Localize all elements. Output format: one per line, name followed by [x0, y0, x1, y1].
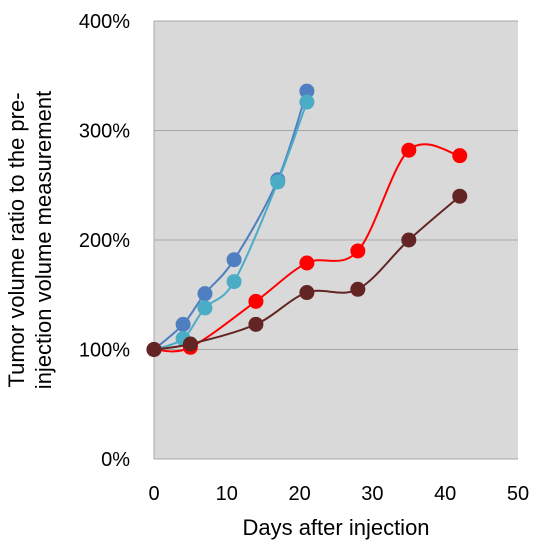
x-axis-title: Days after injection: [242, 515, 429, 540]
x-tick-label: 50: [507, 483, 529, 505]
x-tick-label: 0: [148, 483, 159, 505]
y-tick-label: 300%: [79, 121, 130, 143]
x-tick-label: 30: [361, 483, 383, 505]
x-tick-label: 20: [288, 483, 310, 505]
y-axis-tick-labels: 0% 100% 200% 300% 400%: [79, 11, 130, 471]
data-point: [182, 336, 198, 352]
gridlines: [153, 20, 518, 460]
y-axis-title-line-2: injection volume measurement: [31, 91, 56, 389]
x-axis-tick-labels: 0 10 20 30 40 50: [148, 483, 529, 505]
data-point: [401, 232, 417, 248]
data-point: [452, 188, 468, 204]
data-point: [248, 293, 264, 309]
data-point: [197, 300, 213, 316]
data-point: [226, 274, 242, 290]
data-point: [299, 255, 315, 271]
data-point: [452, 148, 468, 164]
data-point: [401, 142, 417, 158]
data-point: [299, 83, 315, 99]
data-point: [248, 316, 264, 332]
data-point: [299, 94, 315, 110]
x-tick-label: 40: [434, 483, 456, 505]
data-point: [270, 174, 286, 190]
data-point: [146, 342, 162, 357]
x-tick-label: 10: [216, 483, 238, 505]
y-tick-label: 200%: [79, 230, 130, 252]
data-point: [350, 243, 366, 259]
data-point: [350, 281, 366, 297]
data-point: [299, 285, 315, 301]
y-axis-title-line-1: Tumor volume ratio to the pre-: [4, 92, 29, 387]
data-point: [226, 252, 242, 268]
y-tick-label: 400%: [79, 11, 130, 33]
data-point: [175, 316, 191, 332]
y-tick-label: 0%: [101, 449, 130, 471]
series-group: [146, 83, 468, 357]
y-tick-label: 100%: [79, 340, 130, 362]
data-point: [197, 286, 213, 302]
